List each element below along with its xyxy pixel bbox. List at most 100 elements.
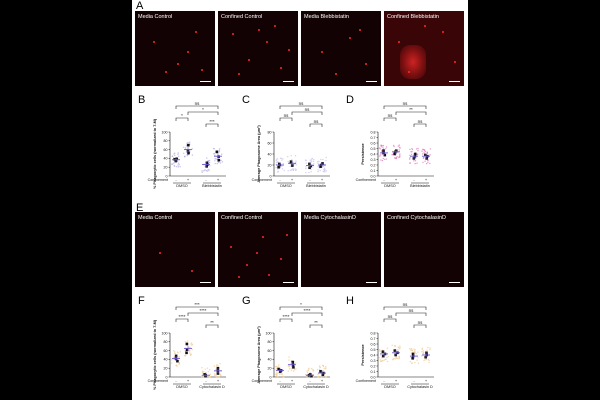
significance-label: ns — [284, 113, 290, 118]
y-tick-label: 40 — [268, 358, 272, 362]
y-tick-label: 100 — [162, 130, 168, 134]
significance-bracket — [383, 306, 427, 310]
data-point — [292, 370, 295, 372]
panel-letter-c: C — [242, 94, 250, 106]
data-point — [317, 162, 319, 165]
data-point — [382, 157, 385, 160]
significance-bracket — [309, 123, 323, 127]
data-point — [171, 155, 174, 157]
significance-label: ns — [388, 314, 394, 319]
data-point — [409, 157, 411, 159]
data-point — [191, 154, 194, 156]
data-point — [381, 360, 383, 362]
replicate-mean — [382, 149, 385, 152]
data-point — [379, 349, 381, 351]
confinement-mark: + — [425, 378, 428, 383]
data-point — [381, 159, 384, 162]
data-point — [288, 359, 290, 361]
data-point — [309, 159, 311, 162]
fluorescent-cell — [454, 61, 456, 63]
confinement-label: Confinement — [148, 379, 168, 383]
data-point — [426, 152, 429, 154]
data-point — [382, 146, 384, 148]
replicate-mean — [309, 164, 313, 168]
significance-bracket — [395, 312, 427, 316]
fluorescent-cell — [442, 31, 444, 33]
significance-label: *** — [194, 302, 200, 307]
data-point — [422, 350, 425, 352]
data-point — [288, 368, 291, 370]
data-point — [409, 356, 412, 358]
y-tick-label: 0.5 — [371, 348, 376, 352]
data-point — [190, 342, 193, 344]
scale-bar — [283, 281, 294, 283]
panel-letter-d: D — [346, 94, 354, 106]
y-tick-label: 0.0 — [371, 174, 376, 178]
data-point — [188, 142, 190, 144]
fluorescent-cell — [153, 41, 155, 43]
y-axis-label: Average Phagosome Area (μm²) — [257, 125, 261, 183]
data-point — [324, 169, 326, 171]
data-point — [213, 365, 216, 367]
significance-bracket — [413, 123, 427, 127]
data-point — [322, 165, 325, 168]
y-tick-label: 20 — [164, 367, 168, 371]
data-point — [322, 170, 324, 173]
significance-bracket — [205, 123, 219, 127]
group-label: Blebbistatin — [306, 184, 326, 188]
data-point — [414, 162, 416, 165]
data-point — [310, 171, 312, 173]
data-point — [322, 369, 324, 372]
significance-label: * — [202, 107, 204, 112]
data-point — [205, 170, 208, 172]
data-point — [386, 357, 388, 359]
data-point — [379, 350, 381, 353]
group-label: DMSO — [280, 184, 291, 188]
confinement-mark: + — [321, 378, 324, 383]
data-point — [288, 356, 290, 358]
data-point — [429, 349, 431, 351]
data-point — [191, 348, 193, 351]
image-label: Confined Blebbistatin — [387, 14, 439, 20]
significance-label: ns — [403, 101, 409, 106]
data-point — [382, 148, 385, 150]
data-point — [316, 161, 319, 163]
data-point — [288, 366, 290, 368]
data-point — [275, 166, 277, 169]
y-axis-label: % Phagocytic cells (normalized to 7-M) — [153, 118, 157, 189]
data-point — [190, 353, 192, 355]
data-point — [385, 148, 387, 150]
data-point — [209, 373, 212, 376]
data-point — [323, 168, 325, 171]
y-axis-label: Persistence — [361, 344, 365, 365]
y-tick-label: 100 — [162, 331, 168, 335]
data-point — [380, 159, 382, 161]
fluorescent-cell — [280, 67, 282, 69]
replicate-mean — [185, 342, 189, 346]
data-point — [289, 165, 292, 168]
replicate-mean — [411, 352, 415, 356]
data-point — [287, 170, 289, 172]
image-label: Media Control — [138, 14, 173, 20]
confinement-mark: + — [217, 378, 220, 383]
data-point — [385, 146, 388, 148]
data-point — [398, 149, 400, 151]
fluorescent-cell — [246, 264, 248, 266]
y-tick-label: 0.2 — [371, 163, 376, 167]
replicate-mean — [291, 360, 295, 364]
significance-bracket — [395, 111, 427, 115]
data-point — [422, 351, 425, 354]
significance-bracket — [175, 306, 219, 310]
y-tick-label: 80 — [164, 340, 168, 344]
replicate-mean — [289, 160, 293, 163]
data-point — [427, 358, 430, 361]
data-point — [172, 162, 175, 164]
replicate-mean — [319, 369, 322, 373]
data-point — [218, 149, 221, 151]
y-tick-label: 60 — [268, 141, 272, 145]
data-point — [189, 141, 191, 143]
data-point — [277, 376, 279, 378]
y-tick-label: 0.1 — [371, 370, 376, 374]
y-tick-label: 0.4 — [371, 152, 376, 156]
data-point — [428, 361, 430, 364]
